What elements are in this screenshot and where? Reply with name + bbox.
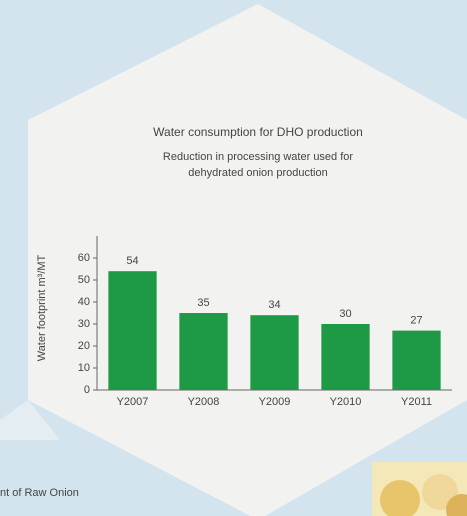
onion [380, 480, 420, 516]
bar [108, 271, 157, 390]
chart-subtitle: Reduction in processing water used for [163, 151, 353, 163]
y-tick-label: 20 [78, 340, 90, 352]
value-label: 35 [197, 297, 209, 309]
decor-hexagon [0, 400, 60, 440]
bar [179, 313, 228, 390]
chart-title: Water consumption for DHO production [153, 125, 363, 139]
chart-subtitle: dehydrated onion production [188, 167, 327, 179]
value-label: 54 [126, 255, 138, 267]
x-tick-label: Y2008 [188, 396, 220, 408]
bar [321, 324, 370, 390]
onion [446, 494, 467, 516]
x-tick-label: Y2009 [259, 396, 291, 408]
y-tick-label: 30 [78, 318, 90, 330]
value-label: 30 [339, 308, 351, 320]
x-tick-label: Y2007 [117, 396, 149, 408]
y-tick-label: 60 [78, 252, 90, 264]
bar [392, 330, 441, 390]
y-tick-label: 10 [78, 362, 90, 374]
footer-text: nt of Raw Onion [0, 487, 79, 499]
value-label: 34 [268, 299, 280, 311]
y-tick-label: 40 [78, 296, 90, 308]
bar [250, 315, 299, 390]
x-tick-label: Y2011 [401, 396, 432, 408]
y-tick-label: 50 [78, 274, 90, 286]
x-tick-label: Y2010 [330, 396, 362, 408]
value-label: 27 [410, 315, 422, 327]
y-axis-label: Water footprint m³/MT [36, 254, 48, 361]
y-tick-label: 0 [84, 384, 90, 396]
onion-image [372, 462, 467, 516]
